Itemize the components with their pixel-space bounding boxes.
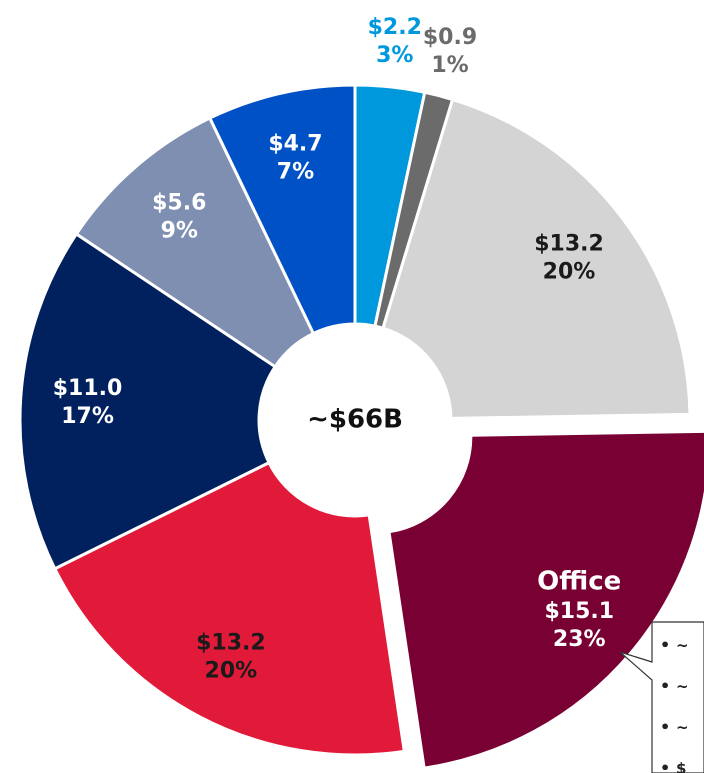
share-label: 7%: [277, 160, 314, 185]
slice: [74, 116, 316, 369]
value-label: $0.9: [423, 25, 477, 50]
share-label: 17%: [61, 404, 114, 429]
slice: [207, 83, 357, 336]
share-label: 23%: [553, 627, 606, 652]
bullet: •: [660, 677, 670, 696]
slice: [387, 429, 704, 770]
share-label: 1%: [431, 53, 468, 78]
value-label: $13.2: [534, 232, 604, 257]
share-label: 3%: [376, 43, 413, 68]
value-label: $11.0: [53, 376, 123, 401]
share-label: 20%: [205, 659, 258, 684]
callout-item: ~: [676, 719, 689, 737]
center-label: ~$66B: [307, 405, 403, 435]
slice: [52, 460, 407, 757]
callout-item: $: [676, 760, 686, 773]
value-label: $2.2: [368, 15, 422, 40]
value-label: $15.1: [544, 599, 614, 624]
value-label: $13.2: [196, 631, 266, 656]
callout-item: ~: [676, 678, 689, 696]
slice: [18, 231, 278, 571]
pie: [18, 83, 704, 770]
value-label: $5.6: [152, 191, 206, 216]
bullet: •: [660, 718, 670, 737]
share-label: 20%: [543, 260, 596, 285]
slice: [381, 97, 692, 420]
callout-box: [619, 621, 704, 773]
bullet: •: [660, 636, 670, 655]
callout: • ~ • ~ • ~ • $: [660, 636, 689, 773]
share-label: 9%: [161, 219, 198, 244]
value-label: $4.7: [268, 132, 322, 157]
category-label: Office: [537, 567, 621, 597]
bullet: •: [660, 759, 670, 773]
callout-item: ~: [676, 637, 689, 655]
